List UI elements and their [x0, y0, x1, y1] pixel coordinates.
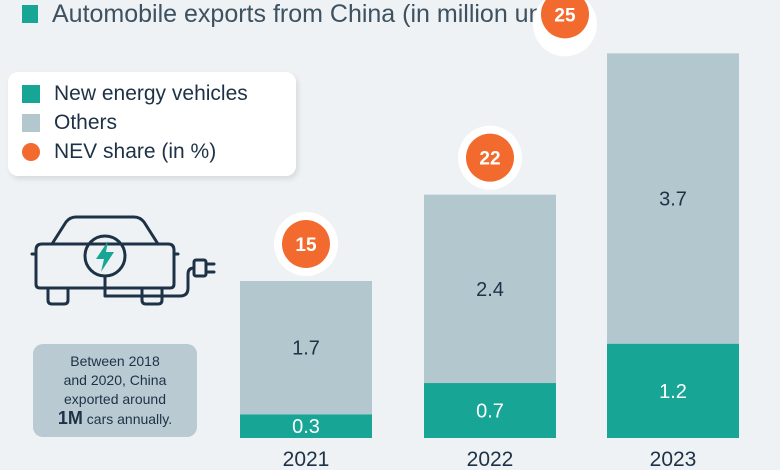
- info-note: Between 2018 and 2020, China exported ar…: [33, 344, 197, 437]
- nev-share-label-2023: 25: [554, 5, 576, 26]
- legend-label-nev-share: NEV share (in %): [54, 140, 217, 163]
- legend-swatch-nev-share: [22, 143, 40, 161]
- chart-title-text: Automobile exports from China (in millio…: [52, 0, 576, 28]
- label-others-2023: 3.7: [659, 189, 687, 211]
- bar-others-2021: [240, 281, 372, 415]
- nev-share-marker-2023: [541, 0, 589, 39]
- bar-nev-2021: [240, 414, 372, 438]
- nev-share-marker-2021: [282, 220, 330, 268]
- chart-title: Automobile exports from China (in millio…: [22, 0, 576, 28]
- label-others-2021: 1.7: [292, 338, 320, 360]
- legend-item-nev-share: NEV share (in %): [22, 138, 216, 166]
- x-tick-label-2021: 2021: [283, 448, 330, 470]
- bar-others-2023: [607, 53, 739, 344]
- legend: New energy vehicles Others NEV share (in…: [8, 72, 296, 176]
- label-others-2022: 2.4: [476, 279, 504, 301]
- legend-item-others: Others: [22, 109, 117, 137]
- note-highlight: 1M: [57, 408, 83, 428]
- label-nev-2021: 0.3: [292, 416, 320, 438]
- nev-share-label-2021: 15: [295, 235, 317, 256]
- label-nev-2023: 1.2: [659, 381, 687, 403]
- note-text: Between 2018 and 2020, China exported ar…: [58, 352, 172, 429]
- legend-swatch-nev: [22, 85, 40, 103]
- legend-swatch-others: [22, 114, 40, 132]
- bar-others-2022: [424, 194, 556, 384]
- title-swatch: [22, 5, 38, 23]
- note-line-3: exported around: [64, 391, 166, 407]
- x-tick-label-2023: 2023: [650, 448, 697, 470]
- legend-label-nev: New energy vehicles: [54, 82, 248, 105]
- bar-nev-2022: [424, 383, 556, 438]
- bar-nev-2023: [607, 343, 739, 438]
- legend-item-new-energy-vehicles: New energy vehicles: [22, 80, 248, 108]
- nev-share-marker-2022: [466, 133, 514, 182]
- electric-car-charging-icon: [30, 215, 216, 306]
- label-nev-2022: 0.7: [476, 401, 504, 423]
- note-line-4: cars annually.: [82, 411, 173, 427]
- legend-label-others: Others: [54, 111, 118, 134]
- nev-share-label-2022: 22: [479, 149, 500, 170]
- x-tick-label-2022: 2022: [467, 448, 514, 470]
- note-line-1: Between 2018: [70, 353, 160, 369]
- note-line-2: and 2020, China: [63, 372, 167, 388]
